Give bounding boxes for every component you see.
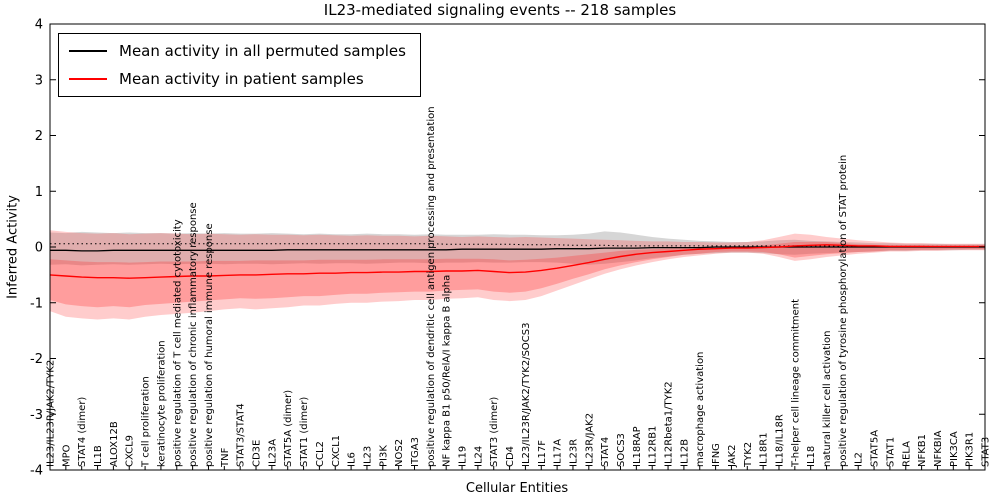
x-tick-label: ALOX12B: [109, 421, 120, 467]
x-tick-label: positive regulation of tyrosine phosphor…: [838, 155, 849, 467]
y-tick-label: 2: [35, 129, 43, 144]
x-tick-label: STAT3/STAT4: [236, 403, 247, 467]
x-tick-label: IL23A: [267, 439, 278, 467]
x-tick-label: JAK2: [727, 444, 738, 468]
x-tick-label: IL17F: [537, 440, 548, 467]
x-tick-label: STAT4: [600, 437, 611, 467]
x-tick-label: NFKBIA: [933, 430, 944, 467]
patient-range-band: [50, 230, 985, 320]
legend-label: Mean activity in patient samples: [119, 70, 364, 88]
permuted-line-swatch: [69, 50, 107, 52]
x-tick-label: IL23/IL23R/JAK2/TYK2/SOCS3: [521, 323, 532, 468]
x-tick-label: IL17A: [553, 439, 564, 467]
y-tick-label: 0: [35, 241, 43, 256]
x-tick-label: IL18: [806, 446, 817, 467]
y-tick-label: 1: [35, 185, 43, 200]
x-tick-label: CD4: [505, 446, 516, 467]
patient-inner-range-band: [50, 242, 985, 308]
x-tick-label: positive regulation of T cell mediated c…: [172, 219, 183, 467]
x-tick-label: STAT3: [981, 437, 992, 467]
x-tick-label: positive regulation of dendritic cell an…: [426, 106, 437, 467]
x-tick-label: IL12RB1: [648, 426, 659, 467]
chart-title: IL23-mediated signaling events -- 218 sa…: [323, 1, 677, 19]
x-tick-label: keratinocyte proliferation: [156, 340, 167, 467]
x-tick-label: IL23R/JAK2: [584, 413, 595, 467]
x-tick-label: T-helper cell lineage commitment: [790, 299, 801, 468]
x-axis-label: Cellular Entities: [465, 481, 569, 496]
y-tick-label: -4: [30, 464, 43, 479]
permuted-dotted-line: [50, 243, 985, 247]
y-tick-label: -3: [30, 408, 43, 423]
legend-label: Mean activity in all permuted samples: [119, 42, 406, 60]
x-tick-label: NFKB1: [917, 434, 928, 467]
y-tick-label: 3: [35, 73, 43, 88]
legend-item-patient: Mean activity in patient samples: [69, 70, 406, 88]
x-tick-label: IL12Rbeta1/TYK2: [664, 381, 675, 467]
x-tick-label: IL24: [473, 446, 484, 467]
x-tick-label: IL18R1: [759, 432, 770, 467]
x-tick-label: RELA: [901, 441, 912, 467]
y-tick-label: -2: [30, 352, 43, 367]
x-tick-label: positive regulation of chronic inflammat…: [188, 202, 199, 467]
x-tick-label: IL2: [854, 452, 865, 467]
x-tick-label: STAT1: [885, 437, 896, 467]
x-tick-label: TNF: [220, 447, 231, 468]
x-tick-label: STAT1 (dimer): [299, 397, 310, 467]
x-tick-label: NF kappa B1 p50/RelA/I kappa B alpha: [442, 275, 453, 467]
x-tick-label: CXCL9: [125, 435, 136, 467]
x-tick-label: IL18/IL18R: [775, 414, 786, 467]
x-tick-label: IL23R: [569, 439, 580, 467]
x-tick-label: macrophage activation: [695, 352, 706, 467]
x-tick-label: IL23: [362, 446, 373, 467]
x-tick-label: IL18RAP: [632, 426, 643, 467]
x-tick-label: IL12B: [679, 439, 690, 467]
legend: Mean activity in all permuted samples Me…: [58, 33, 421, 97]
x-tick-label: PI3K: [378, 445, 389, 467]
x-tick-label: MPO: [61, 444, 72, 467]
legend-item-permuted: Mean activity in all permuted samples: [69, 42, 406, 60]
x-tick-label: STAT5A: [870, 430, 881, 467]
x-tick-label: IL1B: [93, 445, 104, 467]
y-tick-label: 4: [35, 18, 43, 33]
patient-mean-line: [49, 244, 985, 279]
x-tick-label: ITGA3: [410, 437, 421, 467]
x-tick-label: TYK2: [743, 442, 754, 468]
x-tick-label: PIK3R1: [965, 432, 976, 467]
x-tick-label: STAT3 (dimer): [489, 397, 500, 467]
permuted-range-band: [50, 231, 985, 266]
x-tick-label: NOS2: [394, 439, 405, 467]
x-tick-label: CCL2: [315, 441, 326, 467]
x-tick-label: CD3E: [252, 440, 263, 467]
x-tick-label: IFNG: [711, 443, 722, 467]
x-tick-label: SOCS3: [616, 433, 627, 467]
y-tick-label: -1: [30, 296, 43, 311]
x-tick-label: positive regulation of humoral immune re…: [204, 223, 215, 467]
x-tick-label: CXCL1: [331, 435, 342, 467]
x-tick-label: T cell proliferation: [141, 376, 152, 468]
x-tick-label: IL19: [458, 446, 469, 467]
x-tick-label: natural killer cell activation: [822, 331, 833, 467]
x-tick-label: IL23/IL23R/JAK2/TYK2: [46, 360, 57, 467]
x-tick-label: STAT5A (dimer): [283, 390, 294, 467]
x-tick-label: IL6: [347, 452, 358, 467]
x-tick-label: STAT4 (dimer): [77, 397, 88, 467]
permuted-mean-line: [50, 246, 985, 252]
patient-line-swatch: [69, 78, 107, 80]
x-tick-label: PIK3CA: [949, 431, 960, 467]
